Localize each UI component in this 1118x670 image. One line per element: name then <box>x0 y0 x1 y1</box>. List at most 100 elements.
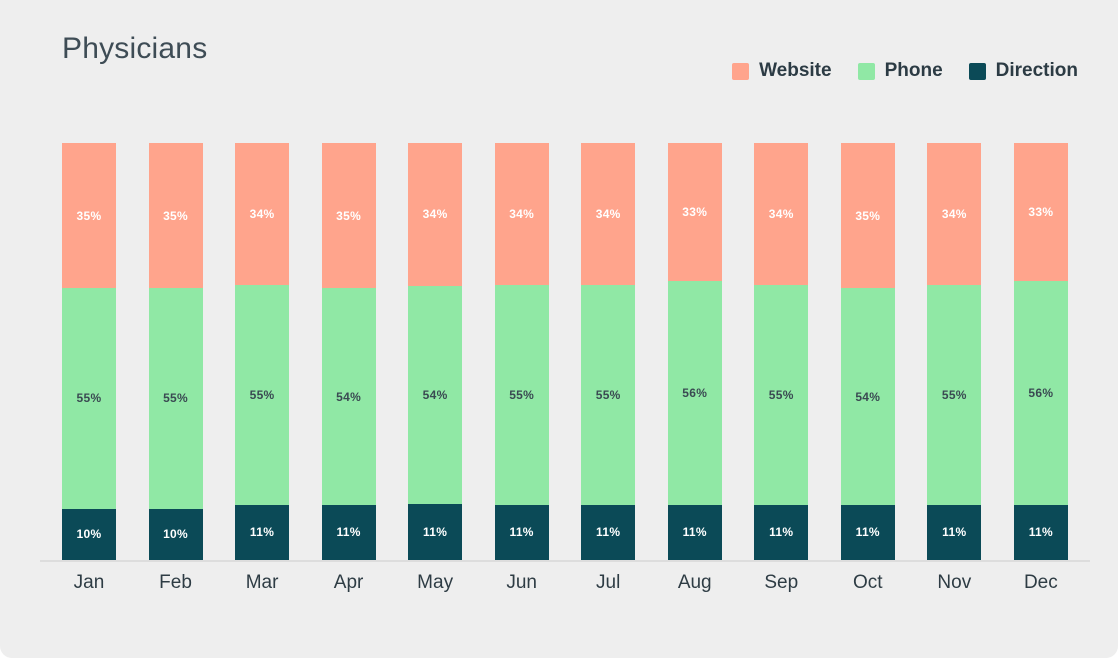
bar-segment-phone-may[interactable]: 54% <box>408 285 463 505</box>
bar-stack-jul: 34% 55% 11% <box>581 143 636 560</box>
bar-segment-phone-apr[interactable]: 54% <box>321 288 376 505</box>
legend-item-website[interactable]: Website <box>732 60 832 82</box>
legend-item-direction[interactable]: Direction <box>968 60 1078 82</box>
segment-value-phone-jun: 55% <box>509 387 535 402</box>
month-label-jul: Jul <box>596 572 621 593</box>
bar-segment-website-jun[interactable]: 34% <box>494 143 549 285</box>
segment-value-phone-mar: 55% <box>249 387 275 402</box>
month-label-nov: Nov <box>937 572 972 593</box>
bar-stack-mar: 34% 55% 11% <box>235 143 290 560</box>
bar-segment-direction-jul[interactable]: 11% <box>581 504 636 560</box>
bar-stack-dec: 33% 56% 11% <box>1013 143 1068 560</box>
legend-swatch-website <box>732 62 750 80</box>
segment-value-direction-dec: 11% <box>1028 525 1053 540</box>
bar-column-apr: 35% 54% 11% Apr <box>321 143 376 594</box>
bar-segment-direction-jan[interactable]: 10% <box>62 508 116 560</box>
bar-stack-feb: 35% 55% 10% <box>148 143 203 560</box>
month-label-sep: Sep <box>764 572 799 593</box>
segment-value-phone-sep: 55% <box>768 387 794 402</box>
legend-label-website: Website <box>759 60 832 81</box>
segment-value-phone-feb: 55% <box>163 391 188 406</box>
segment-value-direction-aug: 11% <box>682 525 707 540</box>
bar-stack-aug: 33% 56% 11% <box>667 143 722 560</box>
bar-segment-phone-aug[interactable]: 56% <box>667 280 722 505</box>
bar-segment-phone-mar[interactable]: 55% <box>235 284 290 505</box>
segment-value-website-oct: 35% <box>855 208 881 223</box>
segment-value-website-dec: 33% <box>1028 204 1054 219</box>
bar-segment-website-aug[interactable]: 33% <box>667 143 722 281</box>
bar-segment-direction-sep[interactable]: 11% <box>754 504 809 560</box>
bar-stack-sep: 34% 55% 11% <box>754 143 809 560</box>
x-axis-line <box>40 560 1090 562</box>
month-label-may: May <box>417 572 454 593</box>
month-label-apr: Apr <box>333 572 364 593</box>
segment-value-direction-may: 11% <box>422 525 448 540</box>
segment-value-direction-nov: 11% <box>942 525 967 540</box>
bar-segment-direction-aug[interactable]: 11% <box>667 504 722 560</box>
segment-value-phone-aug: 56% <box>682 385 708 400</box>
segment-value-direction-mar: 11% <box>249 525 275 540</box>
segment-value-website-feb: 35% <box>163 208 188 223</box>
bar-segment-phone-sep[interactable]: 55% <box>754 284 809 505</box>
bar-stack-jun: 34% 55% 11% <box>494 143 549 560</box>
bar-segment-phone-oct[interactable]: 54% <box>840 288 895 505</box>
bar-segment-phone-jan[interactable]: 55% <box>62 288 116 509</box>
bar-segment-website-mar[interactable]: 34% <box>235 143 290 285</box>
bar-segment-website-sep[interactable]: 34% <box>754 143 809 285</box>
segment-value-website-jun: 34% <box>509 206 535 221</box>
bar-segment-direction-nov[interactable]: 11% <box>927 504 982 560</box>
bar-column-mar: 34% 55% 11% Mar <box>235 143 290 594</box>
segment-value-direction-oct: 11% <box>855 525 880 540</box>
segment-value-phone-oct: 54% <box>855 389 881 404</box>
bar-stack-jan: 35% 55% 10% <box>62 143 116 560</box>
bar-segment-direction-jun[interactable]: 11% <box>494 504 549 560</box>
bar-segment-website-jul[interactable]: 34% <box>581 143 636 285</box>
bar-stack-may: 34% 54% 11% <box>408 143 463 560</box>
bar-column-may: 34% 54% 11% May <box>408 143 463 594</box>
bar-segment-direction-apr[interactable]: 11% <box>321 504 376 560</box>
bar-segment-website-nov[interactable]: 34% <box>927 143 982 285</box>
bar-column-jan: 35% 55% 10% Jan <box>62 143 116 594</box>
bar-column-sep: 34% 55% 11% Sep <box>754 143 809 594</box>
bar-stack-apr: 35% 54% 11% <box>321 143 376 560</box>
bar-segment-phone-nov[interactable]: 55% <box>927 284 982 505</box>
bar-segment-website-oct[interactable]: 35% <box>840 143 895 289</box>
bar-segment-website-dec[interactable]: 33% <box>1013 143 1068 281</box>
bar-segment-direction-feb[interactable]: 10% <box>148 508 203 560</box>
bar-column-aug: 33% 56% 11% Aug <box>667 143 722 594</box>
segment-value-direction-jun: 11% <box>509 525 534 540</box>
segment-value-website-jan: 35% <box>76 208 102 223</box>
chart-title: Physicians <box>62 32 208 65</box>
bar-stack-nov: 34% 55% 11% <box>927 143 982 560</box>
segment-value-direction-apr: 11% <box>336 525 361 540</box>
bar-segment-direction-dec[interactable]: 11% <box>1013 504 1068 560</box>
segment-value-website-jul: 34% <box>595 206 621 221</box>
month-label-dec: Dec <box>1023 572 1058 593</box>
bar-column-jul: 34% 55% 11% Jul <box>581 143 636 594</box>
bar-segment-website-jan[interactable]: 35% <box>62 143 116 289</box>
legend-item-phone[interactable]: Phone <box>857 60 943 82</box>
bar-stack-oct: 35% 54% 11% <box>840 143 895 560</box>
bar-segment-direction-oct[interactable]: 11% <box>840 504 895 560</box>
segment-value-website-sep: 34% <box>768 206 794 221</box>
bar-segment-direction-may[interactable]: 11% <box>408 504 463 560</box>
bar-column-feb: 35% 55% 10% Feb <box>148 143 203 594</box>
legend-label-direction: Direction <box>995 60 1078 81</box>
bar-segment-website-may[interactable]: 34% <box>408 143 463 286</box>
segment-value-phone-apr: 54% <box>336 389 362 404</box>
bar-segment-website-apr[interactable]: 35% <box>321 143 376 289</box>
month-label-aug: Aug <box>677 572 712 593</box>
legend-label-phone: Phone <box>884 60 943 81</box>
bar-column-oct: 35% 54% 11% Oct <box>840 143 895 594</box>
month-label-oct: Oct <box>853 572 883 593</box>
bar-segment-phone-jul[interactable]: 55% <box>581 284 636 505</box>
bar-segment-direction-mar[interactable]: 11% <box>235 504 290 560</box>
segment-value-phone-jan: 55% <box>76 391 102 406</box>
bar-segment-website-feb[interactable]: 35% <box>148 143 203 289</box>
bar-segment-phone-dec[interactable]: 56% <box>1013 280 1068 505</box>
legend-swatch-direction <box>968 62 986 80</box>
bar-segment-phone-jun[interactable]: 55% <box>494 284 549 505</box>
bar-segment-phone-feb[interactable]: 55% <box>148 288 203 509</box>
segment-value-website-may: 34% <box>422 207 448 222</box>
